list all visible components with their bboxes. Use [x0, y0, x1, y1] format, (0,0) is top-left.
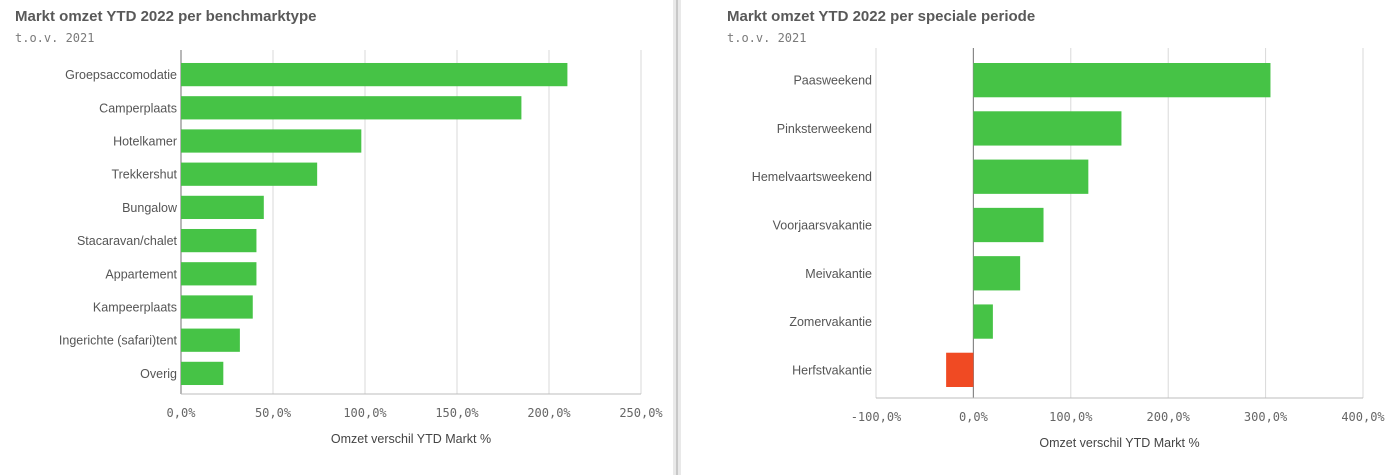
x-tick-label: 150,0% — [435, 406, 479, 420]
category-label: Bungalow — [122, 201, 178, 215]
bar[interactable] — [973, 63, 1271, 98]
category-label: Trekkershut — [111, 168, 177, 182]
x-tick-label: 200,0% — [527, 406, 571, 420]
chart-panel-benchmarktype: Markt omzet YTD 2022 per benchmarktype t… — [0, 0, 673, 475]
bar[interactable] — [973, 159, 1089, 194]
bar[interactable] — [973, 304, 993, 339]
x-tick-label: 100,0% — [1049, 410, 1093, 424]
bar-chart-benchmarktype[interactable]: 0,0% 50,0% 100,0% 150,0% 200,0% 250,0% Groepsa… — [0, 0, 673, 475]
category-label: Meivakantie — [805, 267, 872, 281]
x-tick-label: 100,0% — [343, 406, 387, 420]
bar[interactable] — [973, 111, 1122, 146]
bar[interactable] — [181, 228, 257, 253]
x-tick-label: 250,0% — [619, 406, 663, 420]
category-label: Overig — [140, 367, 177, 381]
chart-subtitle: t.o.v. 2021 — [15, 31, 95, 45]
bar[interactable] — [181, 295, 253, 319]
x-tick-label: 0,0% — [167, 406, 197, 420]
x-axis-title: Omzet verschil YTD Markt % — [331, 432, 491, 446]
x-axis-title: Omzet verschil YTD Markt % — [1039, 436, 1199, 450]
chart-title: Markt omzet YTD 2022 per speciale period… — [727, 8, 1036, 25]
category-label: Groepsaccomodatie — [65, 68, 177, 82]
bar[interactable] — [973, 256, 1021, 291]
bar[interactable] — [946, 352, 974, 387]
category-label: Ingerichte (safari)tent — [59, 334, 178, 348]
bar[interactable] — [181, 195, 264, 220]
x-tick-label: 200,0% — [1147, 410, 1191, 424]
x-tick-label: 50,0% — [255, 406, 292, 420]
chart-title: Markt omzet YTD 2022 per benchmarktype — [15, 8, 317, 25]
category-label: Stacaravan/chalet — [77, 234, 178, 248]
category-label: Herfstvakantie — [792, 363, 872, 377]
panel-divider[interactable] — [673, 0, 681, 475]
bar[interactable] — [181, 96, 522, 120]
chart-subtitle: t.o.v. 2021 — [727, 31, 807, 45]
category-label: Kampeerplaats — [93, 301, 177, 315]
category-label: Appartement — [105, 267, 177, 281]
bar[interactable] — [181, 129, 362, 153]
x-tick-label: -100,0% — [851, 410, 902, 424]
x-tick-label: 300,0% — [1244, 410, 1288, 424]
x-tick-label: 0,0% — [959, 410, 989, 424]
category-label: Camperplaats — [99, 101, 177, 115]
bar[interactable] — [973, 207, 1044, 243]
category-label: Paasweekend — [793, 74, 872, 88]
category-label: Zomervakantie — [789, 315, 872, 329]
chart-panel-speciale-periode: Markt omzet YTD 2022 per speciale period… — [681, 0, 1385, 475]
category-label: Voorjaarsvakantie — [773, 219, 872, 233]
bar-chart-speciale-periode[interactable]: -100,0% 0,0% 100,0% 200,0% 300,0% 400,0% Paasw… — [681, 0, 1385, 475]
bar[interactable] — [181, 62, 568, 87]
bar[interactable] — [181, 328, 240, 352]
category-label: Pinksterweekend — [777, 122, 872, 136]
bar[interactable] — [181, 162, 318, 186]
category-label: Hotelkamer — [113, 135, 177, 149]
bar[interactable] — [181, 262, 257, 286]
category-label: Hemelvaartsweekend — [752, 170, 872, 184]
bar[interactable] — [181, 361, 224, 386]
x-tick-label: 400,0% — [1341, 410, 1385, 424]
